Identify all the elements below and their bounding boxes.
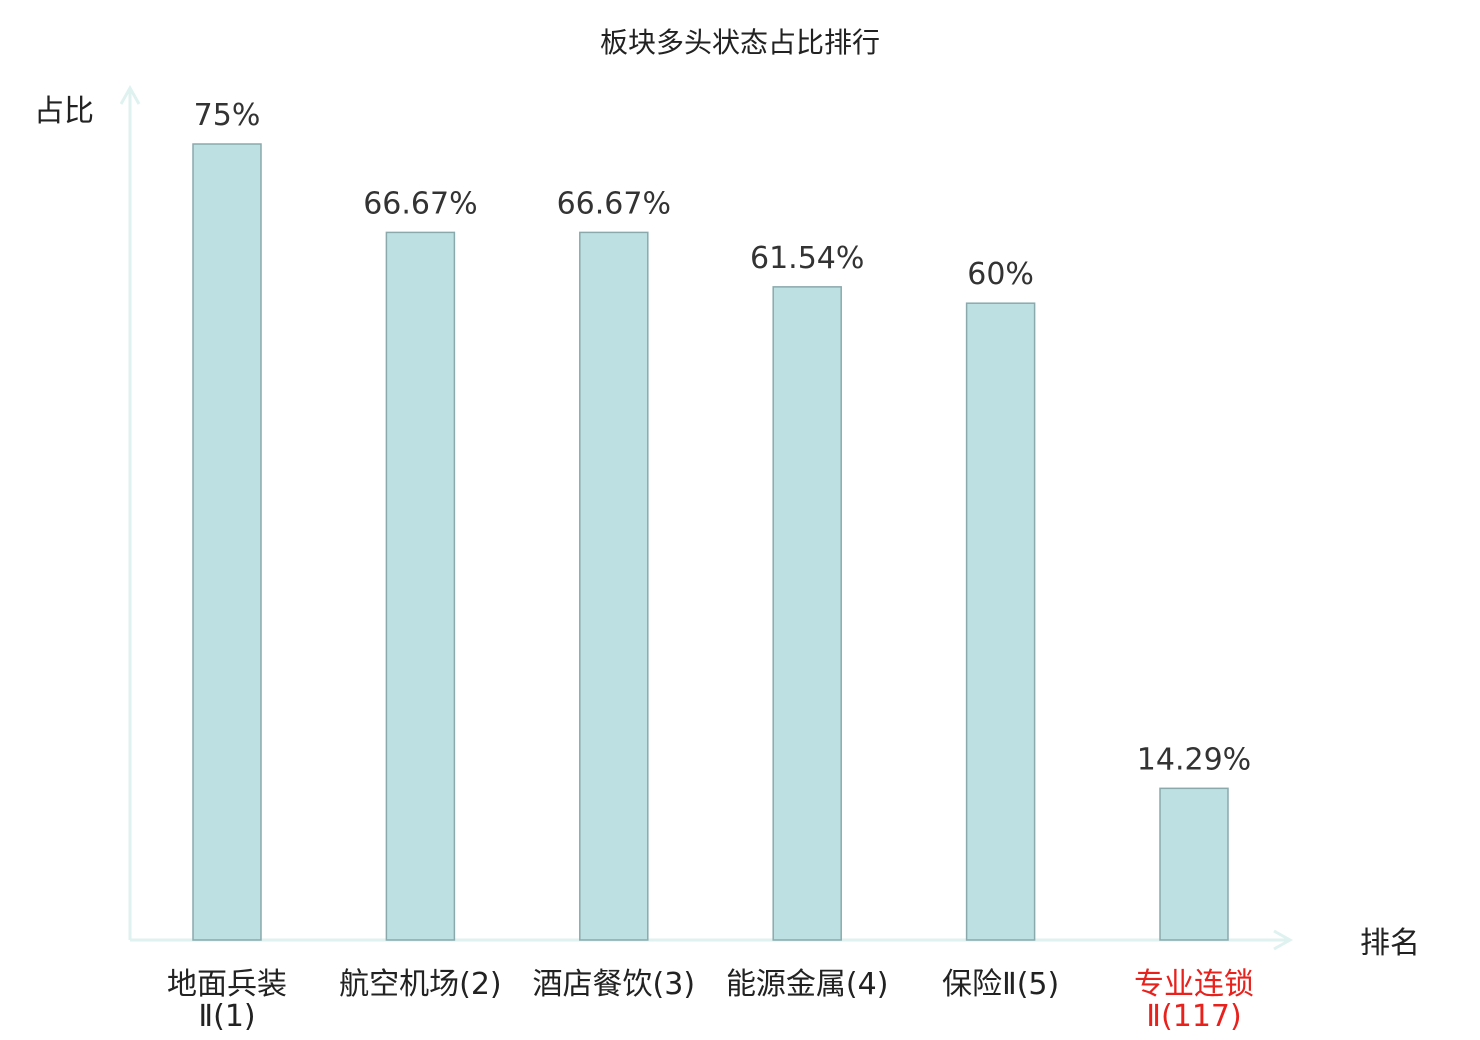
value-label: 66.67% <box>363 186 477 221</box>
bar <box>385 231 456 941</box>
value-label: 61.54% <box>750 241 864 276</box>
value-label: 14.29% <box>1137 742 1251 777</box>
x-axis-label: 排名 <box>1360 926 1420 961</box>
bar <box>965 302 1036 941</box>
axes <box>119 84 1294 951</box>
category-label: 酒店餐饮(3) <box>533 967 696 1002</box>
value-label: 60% <box>967 257 1034 292</box>
bar <box>772 286 842 941</box>
category-label-line2: Ⅱ(117) <box>1146 999 1241 1034</box>
y-axis-label: 占比 <box>34 94 94 129</box>
category-label: 专业连锁 <box>1134 967 1254 1002</box>
bar <box>579 231 649 941</box>
category-label: 航空机场(2) <box>339 967 502 1002</box>
y-axis-arrow <box>119 84 141 105</box>
category-label: 保险Ⅱ(5) <box>942 967 1059 1002</box>
value-labels-group: 75% 66.67% 66.67% 61.54% 60% 14.29% <box>194 98 1252 777</box>
bar <box>192 143 262 941</box>
category-label: 能源金属(4) <box>726 967 889 1002</box>
chart-title: 板块多头状态占比排行 <box>600 26 880 59</box>
value-label: 75% <box>194 98 261 133</box>
x-axis-arrow <box>1273 929 1294 951</box>
bar <box>1159 787 1229 941</box>
category-label-line2: Ⅱ(1) <box>198 999 255 1034</box>
category-label: 地面兵装 <box>167 967 287 1002</box>
bars-group <box>192 143 1229 941</box>
value-label: 66.67% <box>557 186 671 221</box>
